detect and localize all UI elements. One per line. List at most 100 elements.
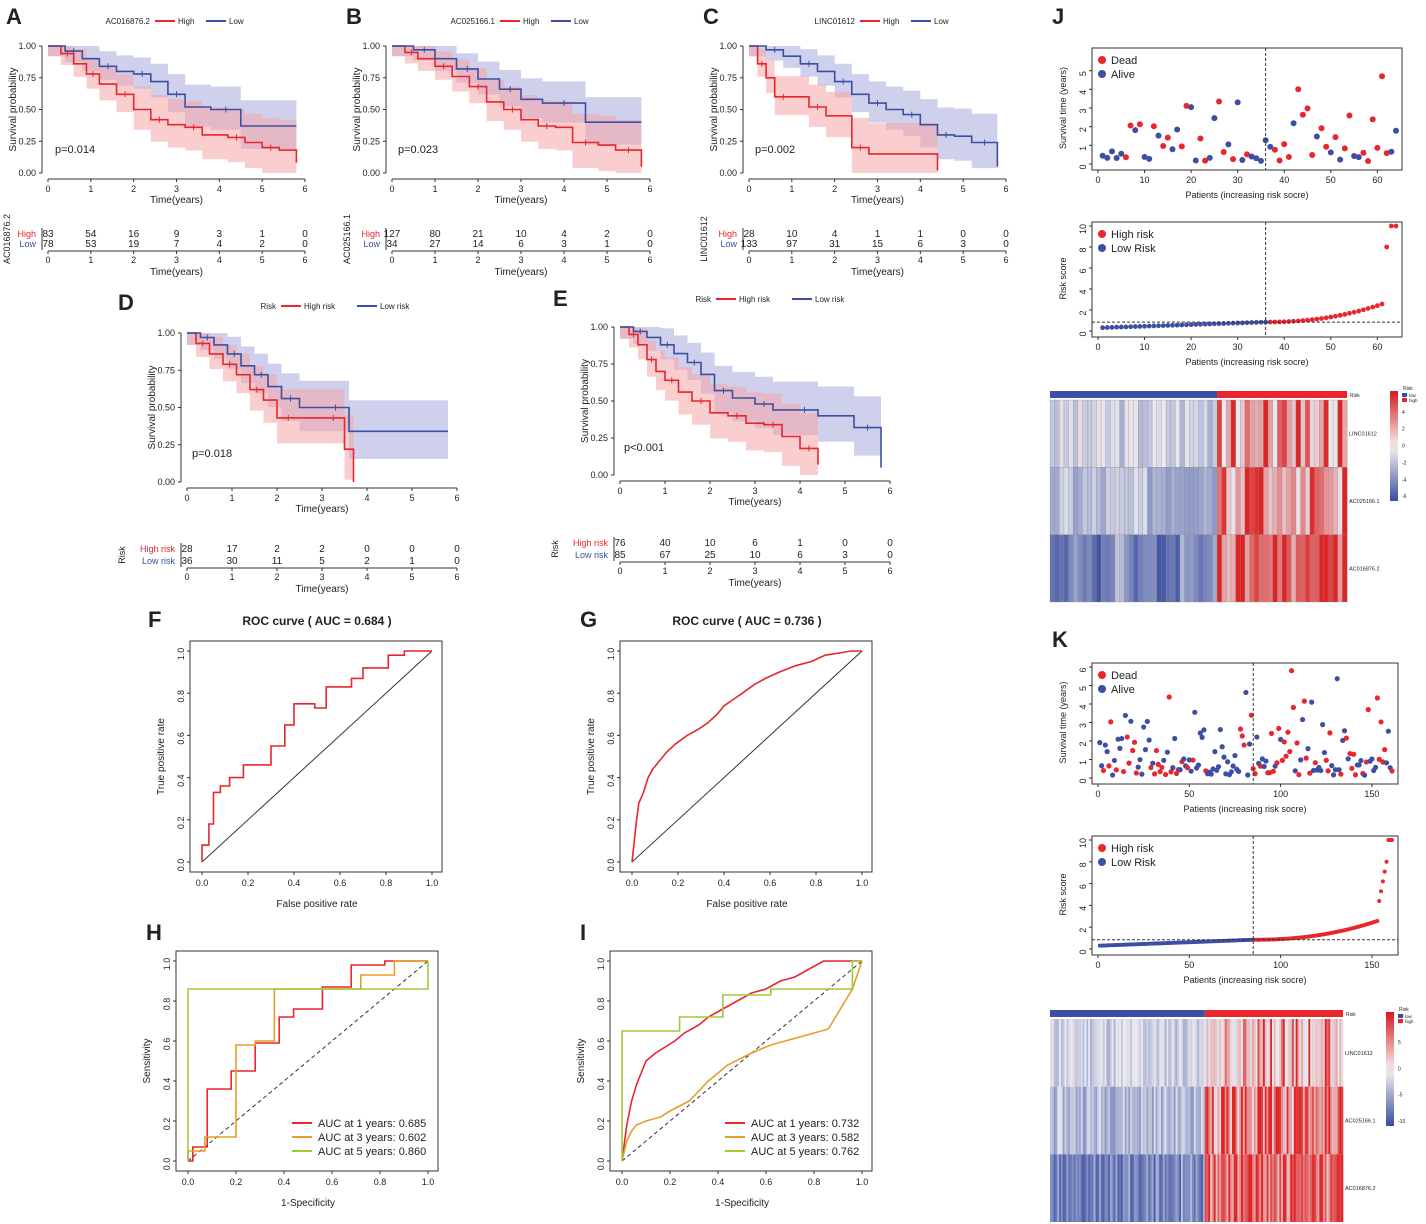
risk-point <box>1184 322 1189 328</box>
survival-point <box>1132 127 1139 134</box>
heatmap-cell <box>1267 399 1274 468</box>
heatmap-cell <box>1341 1154 1344 1222</box>
heatmap-cell <box>1319 1019 1322 1087</box>
survival-point <box>1278 736 1284 742</box>
x-tick-label: 3 <box>518 184 523 194</box>
risk-point <box>1384 244 1390 250</box>
survival-point <box>1285 729 1291 735</box>
heatmap-cell <box>1322 1019 1326 1087</box>
survival-point <box>1216 98 1223 105</box>
heatmap-cell <box>1337 467 1343 535</box>
risk-count-high: 1 <box>918 229 924 240</box>
survival-curve <box>187 332 355 482</box>
risk-count-high: 80 <box>429 229 441 240</box>
y-tick-label: 6 <box>1078 268 1088 273</box>
survival-point <box>1137 757 1143 763</box>
risk-point <box>1188 322 1194 328</box>
survival-point <box>1195 762 1202 768</box>
heatmap-cell <box>1188 1086 1191 1155</box>
heatmap-cell <box>1166 1154 1169 1222</box>
y-tick-label: 6 <box>1078 667 1088 672</box>
survival-point <box>1352 772 1359 778</box>
heatmap-cell <box>1151 1086 1155 1155</box>
heatmap-cell <box>1095 1154 1098 1222</box>
heatmap-cell <box>1310 1019 1313 1087</box>
risk-point <box>1128 324 1133 330</box>
heatmap-cell <box>1248 1086 1251 1155</box>
heatmap-cell <box>1144 1154 1147 1222</box>
heatmap-cell <box>1305 399 1311 468</box>
heatmap-cell <box>1286 534 1292 603</box>
heatmap-cell <box>1148 1154 1151 1222</box>
risk-point <box>1295 318 1301 324</box>
x-tick-label: 2 <box>274 493 279 503</box>
risk-point <box>1305 317 1310 323</box>
survival-point <box>1141 153 1148 160</box>
y-tick-label: 0.25 <box>157 440 175 450</box>
risk-count-low: 10 <box>749 550 761 561</box>
heatmap-cell <box>1150 1086 1153 1155</box>
heatmap-cell <box>1099 1086 1102 1155</box>
heatmap-cell <box>1105 399 1111 468</box>
legend-high-label: High <box>883 17 899 26</box>
heatmap-cell <box>1055 1086 1058 1155</box>
survival-point <box>1290 704 1296 711</box>
heatmap-cell <box>1252 1019 1255 1087</box>
x-axis-label: Patients (increasing risk socre) <box>1183 975 1306 985</box>
heatmap-cell <box>1193 467 1199 535</box>
y-tick-label: 0.2 <box>606 817 616 830</box>
risk-count-high: 0 <box>887 538 893 549</box>
heatmap-cell <box>1230 467 1237 535</box>
heatmap-cell <box>1195 1019 1198 1087</box>
risk-count-low: 5 <box>319 556 325 567</box>
survival-point <box>1382 747 1388 753</box>
heatmap-cell <box>1162 1154 1165 1222</box>
heatmap-cell <box>1114 534 1121 603</box>
survival-point <box>1133 770 1139 776</box>
heatmap-cell <box>1114 467 1121 535</box>
heatmap-cell <box>1115 1019 1118 1087</box>
heatmap-cell <box>1302 1086 1306 1155</box>
heatmap-cell <box>1228 1019 1231 1087</box>
legend-dead-label: Dead <box>1111 670 1137 682</box>
survival-curve <box>620 326 819 465</box>
heatmap-cell <box>1068 1086 1071 1155</box>
heatmap-cell <box>1195 1154 1198 1222</box>
survival-point <box>1111 757 1118 764</box>
x-tick-label: 3 <box>319 572 324 582</box>
heatmap-cell <box>1249 399 1255 468</box>
heatmap-cell <box>1281 1019 1284 1087</box>
y-tick-label: 1 <box>1078 146 1088 151</box>
heatmap-cell <box>1272 1154 1275 1222</box>
heatmap-cell <box>1171 1154 1175 1222</box>
heatmap-cell <box>1202 399 1209 468</box>
heatmap-cell <box>1166 1086 1169 1155</box>
risk-count-low: 27 <box>429 239 441 250</box>
risk-count-low: 0 <box>302 239 308 250</box>
heatmap-cell <box>1339 1154 1342 1222</box>
heat-legend-high: high <box>1409 398 1418 403</box>
x-tick-label: 0.0 <box>616 1177 629 1187</box>
heatmap-cell <box>1124 399 1130 468</box>
heatmap-gene-label: AC016876.2 <box>1345 1186 1376 1192</box>
x-tick-label: 0.8 <box>380 878 393 888</box>
heatmap-cell <box>1126 1086 1129 1155</box>
risk-point <box>1351 309 1357 315</box>
heatmap-cell <box>1212 399 1218 468</box>
heatmap-cell <box>1084 1154 1087 1222</box>
heatmap-cell <box>1120 1154 1124 1222</box>
heatmap-cell <box>1216 399 1223 468</box>
heatmap-cell <box>1219 1019 1222 1087</box>
heatmap-cell <box>1339 1019 1342 1087</box>
heatmap-cell <box>1100 399 1107 468</box>
heatmap-cell <box>1148 1086 1151 1155</box>
heatmap-cell <box>1226 399 1232 468</box>
heatmap-cell <box>1139 1154 1142 1222</box>
y-tick-label: 2 <box>1078 127 1088 132</box>
x-tick-label: 5 <box>961 184 966 194</box>
heatmap-cell <box>1193 1154 1196 1222</box>
risk-count-high: 76 <box>614 538 626 549</box>
p-value: p<0.001 <box>624 442 664 454</box>
legend-alive-dot <box>1098 70 1106 78</box>
heatmap-cell <box>1277 534 1283 603</box>
